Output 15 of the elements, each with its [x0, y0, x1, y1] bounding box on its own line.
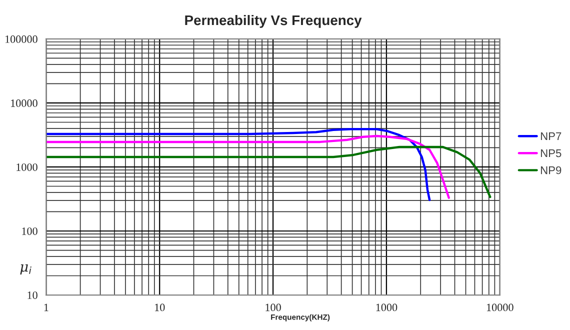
x-tick-label: 10 — [155, 304, 165, 312]
x-tick-label: 100 — [266, 304, 281, 312]
y-tick-label: 10000 — [11, 99, 38, 107]
x-tick-label: 10000 — [486, 304, 514, 312]
chart-title: Permeability Vs Frequency — [185, 14, 362, 28]
x-tick-label: 1 — [44, 304, 48, 312]
y-tick-label: 100 — [22, 227, 38, 235]
x-tick-label: 1000 — [376, 304, 398, 312]
y-axis-title: μ$_{i}$ — [20, 264, 32, 274]
y-tick-label: 10 — [28, 291, 38, 299]
y-tick-label: 100000 — [5, 35, 38, 43]
legend-label: NP7 — [540, 132, 562, 140]
legend-label: NP5 — [540, 149, 562, 158]
legend-label: NP9 — [540, 166, 562, 174]
y-tick-label: 1000 — [16, 163, 38, 171]
